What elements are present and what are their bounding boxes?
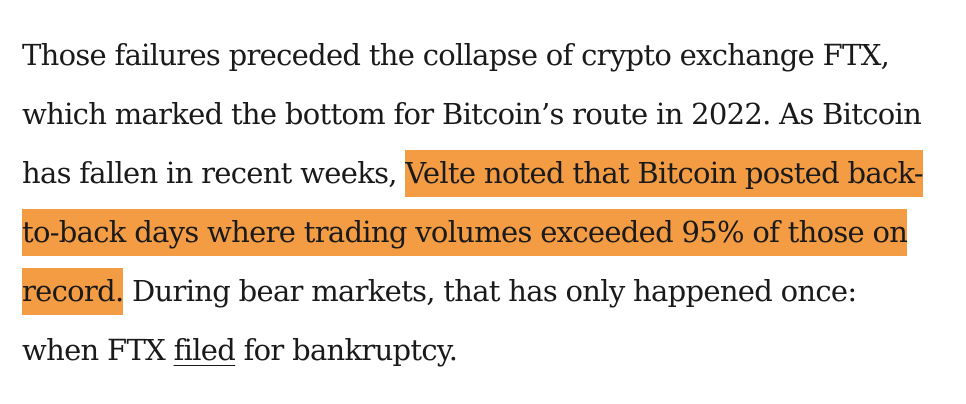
- filed-link[interactable]: filed: [173, 333, 236, 367]
- paragraph-line-6: when FTX filed for bankruptcy.: [22, 321, 952, 380]
- article-paragraph: Those failures preceded the collapse of …: [22, 26, 952, 380]
- paragraph-line-1: Those failures preceded the collapse of …: [22, 38, 890, 72]
- plain-text: for bankruptcy.: [235, 333, 458, 367]
- plain-text: During bear markets, that has only happe…: [123, 274, 857, 308]
- paragraph-line-4: to-back days where trading volumes excee…: [22, 203, 952, 262]
- highlighted-text: to-back days where trading volumes excee…: [22, 209, 908, 256]
- paragraph-line-5: record. During bear markets, that has on…: [22, 262, 952, 321]
- plain-text: has fallen in recent weeks,: [22, 156, 406, 190]
- paragraph-line-2: which marked the bottom for Bitcoin’s ro…: [22, 97, 922, 131]
- plain-text: when FTX: [22, 333, 174, 367]
- highlighted-text: record.: [22, 268, 124, 315]
- paragraph-line-3: has fallen in recent weeks, Velte noted …: [22, 144, 952, 203]
- highlighted-text: Velte noted that Bitcoin posted back-: [405, 150, 924, 197]
